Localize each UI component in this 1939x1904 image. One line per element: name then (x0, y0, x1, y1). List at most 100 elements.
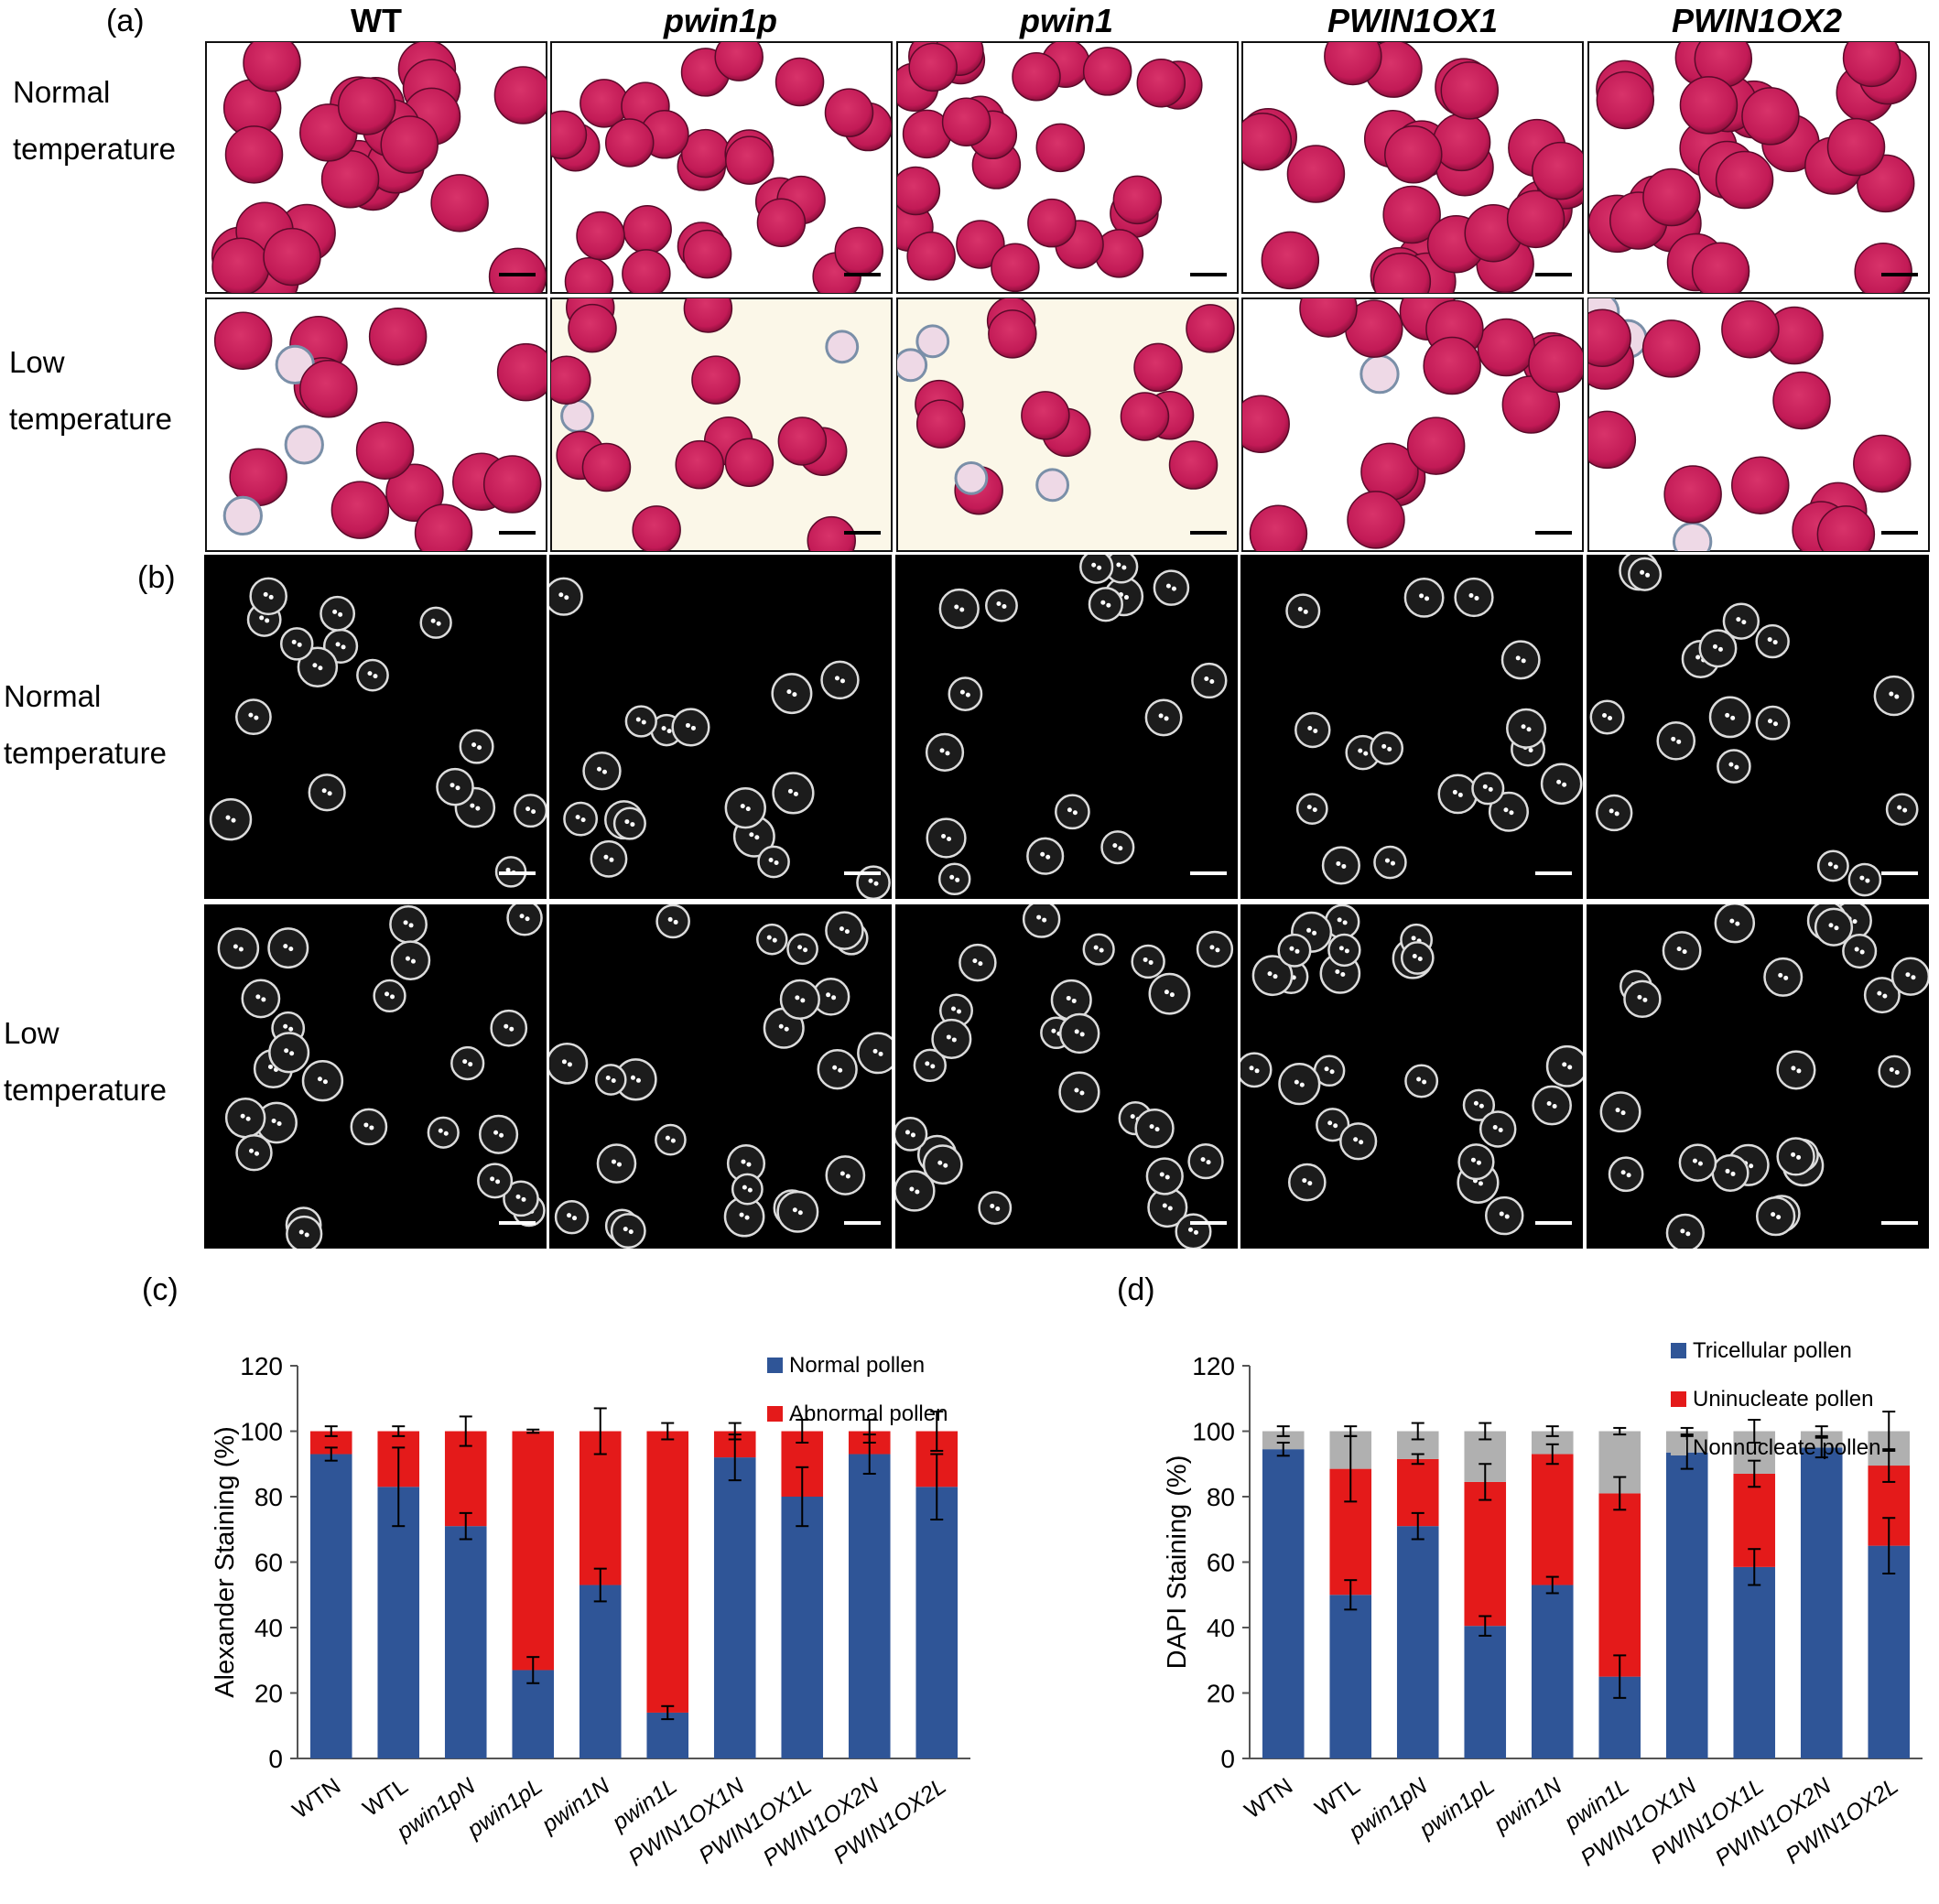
row-label-b-normal: Normal temperature (4, 668, 167, 782)
y-tick-label: 20 (1207, 1680, 1235, 1708)
alexander-micrograph (896, 298, 1239, 552)
column-header: PWIN1OX2 (1671, 2, 1843, 39)
alexander-micrograph (205, 298, 547, 552)
row-label-line: Low (9, 345, 65, 379)
dapi-micrograph (549, 555, 892, 899)
bar (444, 1526, 487, 1758)
x-tick-label: pwin1pL (1414, 1773, 1500, 1844)
row-label-line: Low (4, 1016, 60, 1050)
bar (1329, 1595, 1372, 1758)
alexander-staining-chart: 0 20 40 60 80 100 120 Alexander Staining (%) WTN… (211, 1352, 970, 1871)
bar (1396, 1526, 1439, 1758)
y-tick-label: 60 (1207, 1549, 1235, 1577)
bar (1464, 1481, 1507, 1627)
alexander-micrograph (1587, 298, 1930, 552)
bar (915, 1487, 959, 1758)
y-tick-label: 0 (1220, 1745, 1235, 1773)
dapi-micrograph (1240, 555, 1583, 899)
row-label-line: temperature (4, 1073, 167, 1107)
legend-label: Nonnucleate pollen (1693, 1435, 1881, 1460)
bar (579, 1431, 622, 1585)
bar (444, 1431, 487, 1527)
bar (309, 1454, 352, 1758)
panel-label-b: (b) (137, 560, 176, 595)
micrograph-grid (204, 41, 1930, 1249)
bar (646, 1431, 689, 1713)
row-label-a-low: Low temperature (9, 334, 172, 448)
alexander-micrograph (1241, 41, 1584, 294)
legend-label: Uninucleate pollen (1693, 1387, 1873, 1412)
bar (1531, 1585, 1574, 1758)
dapi-micrograph (1587, 904, 1929, 1249)
dapi-micrograph (895, 904, 1238, 1249)
x-tick-label: pwin1N (1489, 1772, 1567, 1838)
y-tick-label: 100 (240, 1418, 283, 1446)
column-header: pwin1 (1019, 2, 1113, 39)
panel-label-c: (c) (142, 1272, 179, 1307)
bar (512, 1431, 555, 1671)
row-label-a-normal: Normal temperature (13, 64, 176, 178)
alexander-micrograph (1241, 298, 1584, 552)
bar (1665, 1452, 1708, 1758)
x-tick-label: WTN (288, 1773, 346, 1824)
row-label-b-low: Low temperature (4, 1005, 167, 1119)
dapi-micrograph (1587, 555, 1929, 899)
y-tick-label: 40 (255, 1614, 283, 1642)
y-tick-label: 40 (1207, 1614, 1235, 1642)
y-tick-label: 120 (240, 1352, 283, 1380)
bar (1598, 1493, 1641, 1677)
y-tick-label: 80 (1207, 1483, 1235, 1511)
y-axis-label: DAPI Staining (%) (1163, 1455, 1192, 1670)
alexander-micrograph (550, 41, 893, 294)
bar (1733, 1566, 1776, 1758)
dapi-micrograph (549, 904, 892, 1249)
column-header: pwin1p (664, 2, 777, 39)
row-label-line: temperature (4, 736, 167, 770)
alexander-micrograph (1587, 41, 1930, 294)
legend-swatch (1671, 1440, 1686, 1455)
dapi-micrograph (1240, 904, 1583, 1249)
legend-label: Tricellular pollen (1693, 1338, 1852, 1363)
bar (377, 1487, 420, 1758)
dapi-micrograph (204, 555, 547, 899)
legend-label: Normal pollen (789, 1353, 925, 1378)
row-label-line: temperature (13, 132, 176, 166)
panel-label-d: (d) (1117, 1272, 1155, 1307)
y-axis-label: Alexander Staining (%) (211, 1426, 240, 1698)
legend-label: Abnormal pollen (789, 1401, 948, 1426)
legend-swatch (1671, 1343, 1686, 1358)
bar (1262, 1431, 1305, 1450)
legend-swatch (767, 1406, 783, 1422)
y-tick-label: 120 (1192, 1352, 1235, 1380)
bar (781, 1497, 824, 1758)
bar (848, 1454, 891, 1758)
dapi-micrograph (204, 904, 547, 1249)
row-label-line: Normal (4, 679, 102, 713)
bar (512, 1670, 555, 1758)
bar (1262, 1449, 1305, 1758)
panel-label-a: (a) (106, 4, 145, 38)
dapi-micrograph (895, 555, 1238, 899)
y-tick-label: 80 (255, 1483, 283, 1511)
column-header: PWIN1OX1 (1327, 2, 1499, 39)
x-tick-label: WTN (1240, 1773, 1298, 1824)
alexander-micrograph (896, 41, 1239, 294)
bar (646, 1712, 689, 1758)
bar (579, 1585, 622, 1758)
bar (1800, 1447, 1843, 1758)
column-header: WT (351, 2, 402, 39)
bar (1531, 1454, 1574, 1585)
legend-swatch (767, 1358, 783, 1373)
row-label-line: Normal (13, 75, 111, 109)
x-tick-label: pwin1N (536, 1772, 615, 1838)
alexander-micrograph (550, 298, 893, 552)
x-tick-label: pwin1pL (462, 1773, 547, 1844)
alexander-micrograph (205, 41, 547, 294)
y-tick-label: 100 (1192, 1418, 1235, 1446)
bar (1464, 1626, 1507, 1758)
bar (1868, 1545, 1911, 1758)
bar (713, 1457, 756, 1758)
row-label-line: temperature (9, 402, 172, 436)
legend-swatch (1671, 1391, 1686, 1407)
